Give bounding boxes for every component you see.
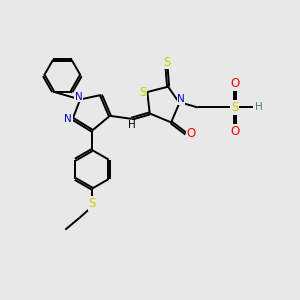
Text: H: H: [128, 120, 136, 130]
Text: N: N: [177, 94, 185, 104]
Text: N: N: [64, 114, 72, 124]
Text: N: N: [75, 92, 83, 101]
Text: S: S: [231, 101, 238, 114]
Text: S: S: [88, 197, 96, 210]
Text: O: O: [230, 125, 239, 138]
Text: O: O: [187, 127, 196, 140]
Text: H: H: [255, 103, 263, 112]
Text: O: O: [230, 77, 239, 90]
Text: S: S: [163, 56, 170, 69]
Text: S: S: [139, 85, 147, 98]
